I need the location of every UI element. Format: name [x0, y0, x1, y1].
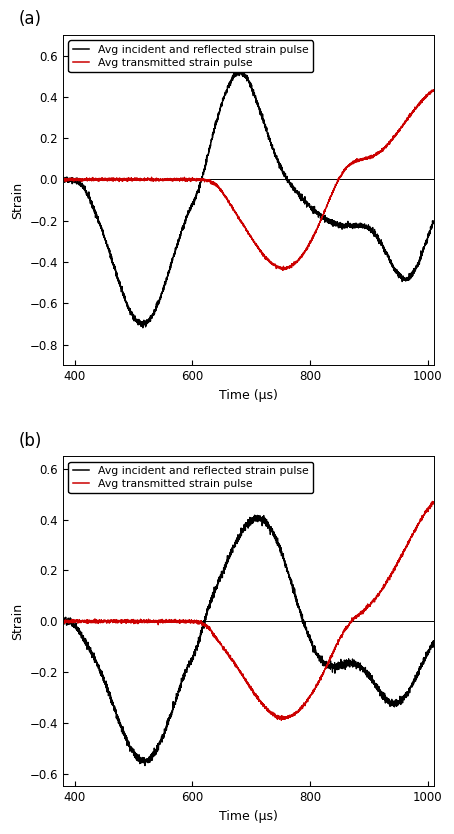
Legend: Avg incident and reflected strain pulse, Avg transmitted strain pulse: Avg incident and reflected strain pulse,…	[69, 40, 313, 73]
X-axis label: Time (μs): Time (μs)	[219, 810, 278, 823]
Y-axis label: Strain: Strain	[11, 182, 24, 219]
Y-axis label: Strain: Strain	[11, 603, 24, 640]
X-axis label: Time (μs): Time (μs)	[219, 389, 278, 402]
Legend: Avg incident and reflected strain pulse, Avg transmitted strain pulse: Avg incident and reflected strain pulse,…	[69, 461, 313, 494]
Text: (b): (b)	[19, 431, 42, 450]
Text: (a): (a)	[19, 10, 42, 28]
